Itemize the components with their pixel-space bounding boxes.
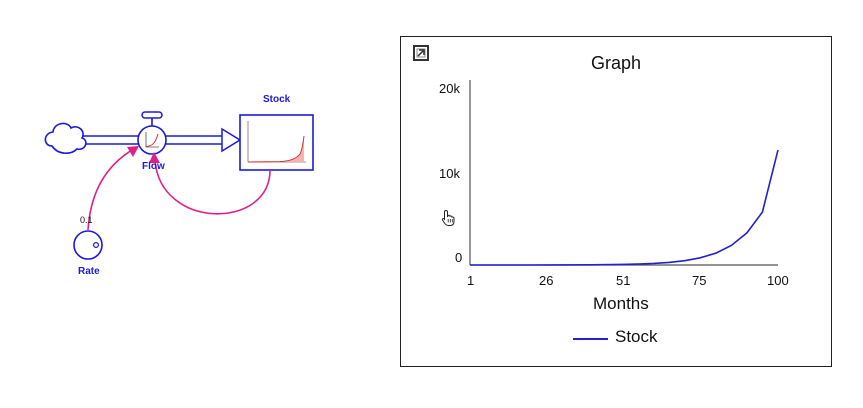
x-tick-label: 100 (767, 273, 789, 288)
graph-panel: Graph 20k 10k 0 1 26 51 75 100 Months St… (400, 36, 832, 367)
legend-swatch (573, 338, 608, 340)
expand-corner-icon[interactable] (413, 45, 429, 61)
y-tick-label: 20k (439, 81, 460, 96)
x-tick-label: 51 (616, 273, 631, 288)
converter-label: Rate (78, 266, 100, 277)
hand-cursor-icon (441, 209, 455, 226)
y-tick-label: 10k (439, 166, 460, 181)
valve-icon[interactable] (137, 111, 167, 155)
stock-label: Stock (263, 94, 291, 105)
converter-circle-icon[interactable] (73, 230, 103, 260)
x-tick-label: 1 (467, 273, 475, 288)
converter-value: 0.1 (80, 215, 93, 225)
x-axis-title: Months (593, 294, 649, 313)
flow-label: Flow (142, 161, 165, 172)
x-tick-label: 75 (692, 273, 707, 288)
cloud-icon[interactable] (44, 122, 87, 154)
connector-rate-to-flow[interactable] (87, 146, 139, 231)
stock-box[interactable] (239, 114, 314, 171)
graph-title: Graph (590, 53, 642, 73)
legend-label: Stock (615, 327, 658, 346)
x-tick-label: 26 (539, 273, 554, 288)
graph-plot (468, 79, 779, 266)
y-tick-label: 0 (455, 250, 463, 265)
stock-series-line (469, 149, 779, 266)
connector-stock-to-flow[interactable] (149, 152, 271, 215)
